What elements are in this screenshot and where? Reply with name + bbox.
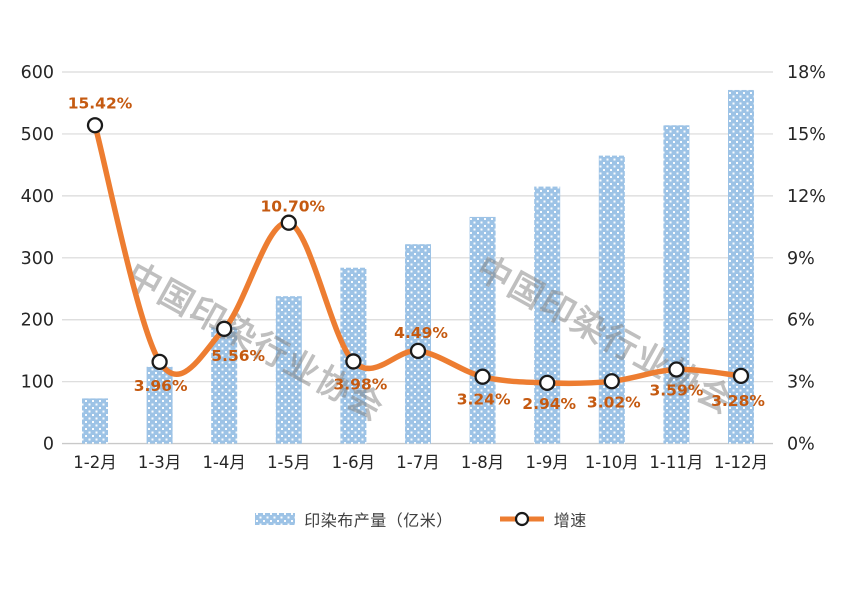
left-axis-tick-label: 0 [43,435,54,455]
x-axis-label-1-5月: 1-5月 [267,453,310,472]
right-axis-tick-label: 12% [787,187,826,207]
x-axis-label-1-4月: 1-4月 [202,453,245,472]
right-axis-tick-label: 6% [787,311,815,331]
growth-data-label: 4.49% [394,324,448,342]
line-marker-1-5月 [280,214,297,231]
x-axis-label-1-3月: 1-3月 [138,453,181,472]
growth-data-label: 2.94% [522,395,576,413]
right-axis-tick-label: 15% [787,125,826,145]
line-marker-1-9月 [539,374,556,392]
bar-1-2月 [82,398,108,444]
left-axis-tick-label: 400 [21,187,54,207]
growth-data-label: 3.28% [711,392,765,410]
x-axis-label-1-9月: 1-9月 [525,453,568,472]
line-marker-1-12月 [732,367,750,385]
bar-1-4月 [211,327,238,444]
line-series-swatch-icon [499,511,544,527]
line-marker-1-11月 [668,361,685,378]
growth-data-label: 3.02% [587,393,641,411]
left-axis-tick-label: 600 [21,63,54,83]
right-axis-tick-label: 3% [787,373,815,393]
line-marker-1-10月 [603,373,620,390]
growth-data-label: 3.24% [457,391,511,409]
right-axis-tick-label: 0% [787,435,815,455]
bar-1-8月 [469,216,496,444]
production-growth-combo-chart: 0 0%100 3%200 6%300 9%400 12%500 15%600 18%中国印染… [21,63,826,472]
x-axis-label-1-12月: 1-12月 [714,453,768,472]
growth-data-label: 3.98% [334,375,388,393]
bar-1-5月 [275,296,302,444]
legend-label-growth: 增速 [553,511,587,530]
growth-data-label: 5.56% [211,347,265,365]
line-marker-1-2月 [86,117,104,134]
x-axis-label-1-7月: 1-7月 [396,453,439,472]
x-axis-label-1-2月: 1-2月 [73,453,116,472]
left-axis-tick-label: 200 [21,311,54,331]
legend-item-production: 印染布产量（亿米） [255,507,453,531]
growth-data-label: 3.59% [650,381,704,399]
x-axis-label-1-6月: 1-6月 [332,453,375,472]
line-marker-1-3月 [151,353,168,370]
right-axis-tick-label: 18% [787,63,826,83]
bar-1-12月 [728,89,754,444]
line-marker-1-6月 [345,353,362,370]
growth-data-label: 15.42% [68,94,133,112]
x-axis-label-1-10月: 1-10月 [585,453,639,472]
left-axis-tick-label: 300 [21,249,54,269]
legend: 印染布产量（亿米） 增速 [0,503,842,535]
bar-1-10月 [598,155,625,444]
bar-1-11月 [663,125,690,444]
bar-1-3月 [146,366,173,444]
bar-series-swatch-icon [255,513,296,525]
line-marker-1-4月 [216,320,233,337]
legend-label-production: 印染布产量（亿米） [304,511,453,530]
line-marker-1-7月 [409,342,427,360]
bar-1-9月 [534,186,561,444]
x-axis-label-1-11月: 1-11月 [649,453,703,472]
left-axis-tick-label: 100 [21,373,54,393]
left-axis-tick-label: 500 [21,125,54,145]
x-axis-label-1-8月: 1-8月 [461,453,504,472]
line-marker-1-8月 [474,368,491,385]
growth-data-label: 3.96% [134,377,188,395]
legend-item-growth: 增速 [499,507,587,531]
right-axis-tick-label: 9% [787,249,815,269]
growth-data-label: 10.70% [261,198,326,216]
